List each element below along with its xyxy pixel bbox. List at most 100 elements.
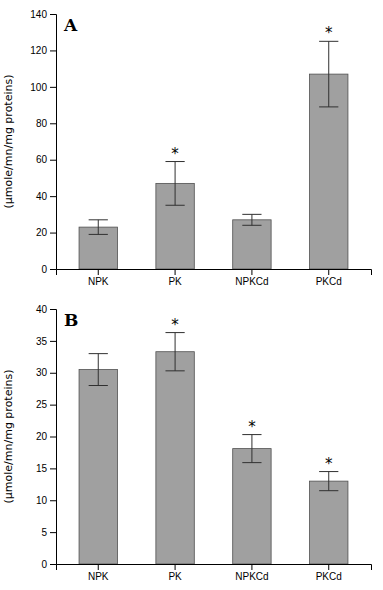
tick-mark — [251, 269, 252, 275]
tick-label: 100 — [30, 82, 47, 93]
tick-mark — [50, 14, 56, 15]
error-bar — [319, 41, 338, 107]
tick-mark — [50, 405, 56, 406]
axis-line — [50, 15, 57, 270]
y-tick: 25 — [36, 399, 56, 410]
tick-label: 5 — [41, 527, 47, 538]
error-bar-line — [165, 333, 184, 371]
marks — [79, 41, 348, 269]
tick-mark — [50, 373, 56, 374]
tick-label: 80 — [36, 118, 48, 129]
tick-label: 40 — [36, 304, 48, 315]
tick-label: 140 — [30, 9, 47, 20]
x-axis: NPK PK NPKCd PKCd — [57, 269, 372, 287]
tick-label: 120 — [30, 45, 47, 56]
error-bar — [319, 472, 338, 491]
annotation: * — [248, 418, 256, 436]
tick-label: PK — [168, 571, 182, 582]
axis-line — [57, 270, 372, 276]
x-tick: NPKCd — [235, 564, 268, 582]
tick-label: NPK — [88, 571, 109, 582]
tick-label: 0 — [41, 559, 47, 570]
y-tick: 40 — [36, 304, 56, 315]
tick-mark — [50, 564, 56, 565]
tick-mark — [50, 233, 56, 234]
panel: 020406080100120140NPKPKNPKCdPKCd**A(μmol… — [2, 9, 372, 287]
bar — [156, 352, 194, 564]
annotation: * — [171, 145, 179, 163]
tick-mark — [50, 269, 56, 270]
error-bar-line — [89, 354, 108, 386]
error-bar — [89, 354, 108, 386]
y-tick: 140 — [30, 9, 56, 20]
tick-label: 25 — [36, 399, 48, 410]
panel: 0510152025303540NPKPKNPKCdPKCd***B(μmole… — [2, 304, 372, 582]
y-axis: 0 20 40 60 80 100 120 140 — [30, 9, 56, 275]
axis-line — [57, 565, 372, 571]
tick-mark — [50, 50, 56, 51]
x-tick: NPK — [88, 564, 109, 582]
marks — [79, 333, 348, 564]
error-bar — [89, 220, 108, 235]
y-tick: 100 — [30, 82, 56, 93]
tick-label: 20 — [36, 227, 48, 238]
y-tick: 5 — [41, 527, 56, 538]
y-axis-label: (μmole/mn/mg proteins) — [2, 75, 15, 209]
tick-label: PKCd — [316, 276, 342, 287]
x-tick: NPKCd — [235, 269, 268, 287]
y-tick: 80 — [36, 118, 56, 129]
chart-svg: 020406080100120140NPKPKNPKCdPKCd**A(μmol… — [0, 0, 383, 590]
tick-mark — [328, 564, 329, 570]
error-bar-line — [89, 220, 108, 235]
annotations: * * * — [171, 316, 333, 473]
error-bar-line — [319, 41, 338, 107]
bar — [233, 449, 271, 564]
tick-mark — [50, 160, 56, 161]
tick-mark — [50, 437, 56, 438]
annotations: ** — [171, 24, 333, 162]
tick-label: 30 — [36, 367, 48, 378]
tick-mark — [98, 564, 99, 570]
bar — [310, 481, 348, 564]
error-bar — [242, 214, 261, 225]
y-tick: 20 — [36, 227, 56, 238]
y-tick: 15 — [36, 463, 56, 474]
tick-label: 20 — [36, 431, 48, 442]
tick-mark — [50, 341, 56, 342]
x-tick: PKCd — [316, 269, 342, 287]
y-tick: 0 — [41, 264, 56, 275]
y-tick: 30 — [36, 367, 56, 378]
tick-mark — [251, 564, 252, 570]
x-tick: NPK — [88, 269, 109, 287]
tick-label: NPK — [88, 276, 109, 287]
axis-line — [50, 310, 57, 565]
x-tick: PKCd — [316, 564, 342, 582]
x-axis: NPK PK NPKCd PKCd — [57, 564, 372, 582]
tick-mark — [98, 269, 99, 275]
tick-mark — [50, 87, 56, 88]
annotation: * — [325, 455, 333, 473]
error-bar-line — [165, 162, 184, 206]
x-tick: PK — [168, 269, 182, 287]
y-tick: 60 — [36, 154, 56, 165]
y-tick: 40 — [36, 191, 56, 202]
tick-label: 40 — [36, 191, 48, 202]
panel-label: B — [64, 310, 78, 330]
y-axis: 0510152025303540 — [36, 304, 57, 570]
tick-label: 15 — [36, 463, 48, 474]
y-tick: 35 — [36, 336, 56, 347]
annotation: * — [171, 316, 179, 334]
tick-label: PK — [168, 276, 182, 287]
tick-mark — [50, 123, 56, 124]
x-tick: PK — [168, 564, 182, 582]
tick-mark — [50, 468, 56, 469]
annotation: * — [325, 24, 333, 42]
tick-mark — [328, 269, 329, 275]
error-bar-line — [319, 472, 338, 491]
tick-label: NPKCd — [235, 571, 268, 582]
tick-mark — [50, 500, 56, 501]
error-bar-line — [242, 435, 261, 463]
y-tick: 0 — [41, 559, 56, 570]
tick-label: NPKCd — [235, 276, 268, 287]
tick-label: 0 — [41, 264, 47, 275]
